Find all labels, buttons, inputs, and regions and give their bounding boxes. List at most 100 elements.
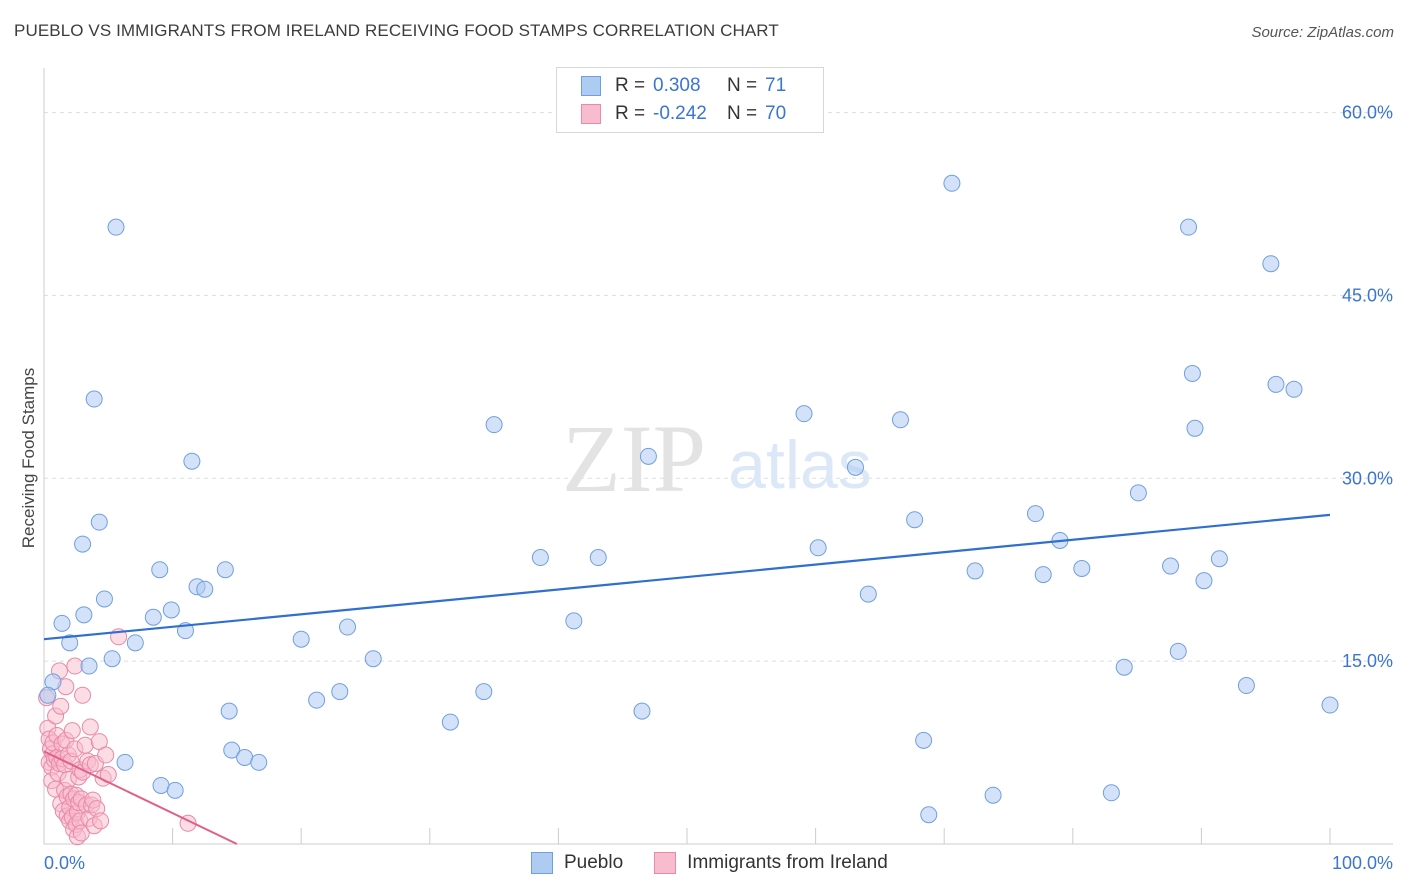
pueblo-point <box>216 561 234 579</box>
source-credit: Source: ZipAtlas.com <box>1251 24 1394 41</box>
pueblo-swatch <box>581 76 601 96</box>
pueblo-point <box>162 601 180 619</box>
pueblo-point <box>85 390 103 408</box>
pueblo-point <box>126 634 144 652</box>
pueblo-point <box>250 753 268 771</box>
pueblo-point <box>633 702 651 720</box>
pueblo-point <box>441 713 459 731</box>
n-label: N = <box>727 103 758 124</box>
pueblo-point <box>795 405 813 423</box>
ireland-point <box>81 718 99 736</box>
pueblo-point <box>364 650 382 668</box>
pueblo-point <box>53 614 71 632</box>
pueblo-point <box>183 452 201 470</box>
pueblo-point <box>915 731 933 749</box>
pueblo-point <box>531 549 549 567</box>
watermark-zip: ZIP <box>562 405 706 512</box>
pueblo-point <box>809 539 827 557</box>
ireland-point <box>72 824 90 842</box>
pueblo-point <box>1285 380 1303 398</box>
pueblo-point <box>1210 550 1228 568</box>
pueblo-point <box>75 606 93 624</box>
pueblo-point <box>236 748 254 766</box>
pueblo-point <box>292 630 310 648</box>
pueblo-point <box>223 741 241 759</box>
pueblo-point <box>39 686 57 704</box>
y-tick-label: 60.0% <box>1342 103 1393 123</box>
pueblo-point <box>846 458 864 476</box>
pueblo-point <box>1115 658 1133 676</box>
pueblo-point <box>116 753 134 771</box>
pueblo-point <box>1162 557 1180 575</box>
pueblo-point <box>1169 642 1187 660</box>
y-tick-label: 15.0% <box>1342 651 1393 671</box>
pueblo-swatch <box>531 852 553 874</box>
legend-item-ireland: Immigrants from Ireland <box>654 852 888 874</box>
pueblo-point <box>1195 572 1213 590</box>
pueblo-point <box>152 776 170 794</box>
ireland-point <box>66 657 84 675</box>
legend-row-ireland: R = -0.242 N = 70 <box>581 102 786 126</box>
n-value: 71 <box>765 75 787 96</box>
pueblo-point <box>1237 677 1255 695</box>
ireland-point <box>52 697 70 715</box>
legend-label-ireland: Immigrants from Ireland <box>687 852 888 873</box>
ireland-point <box>92 812 110 830</box>
ireland-point <box>63 722 81 740</box>
pueblo-point <box>80 657 98 675</box>
trend-lines <box>43 513 1331 845</box>
pueblo-point <box>220 702 238 720</box>
gridlines <box>44 112 1393 662</box>
axes <box>43 68 1393 845</box>
pueblo-trend-line <box>43 513 1331 641</box>
watermark: ZIP atlas <box>562 405 872 512</box>
r-label: R = <box>615 75 646 96</box>
ireland-point <box>74 686 92 704</box>
ireland-trend-line <box>43 750 238 845</box>
r-label: R = <box>615 103 646 124</box>
pueblo-point <box>331 683 349 701</box>
pueblo-point <box>1262 255 1280 273</box>
pueblo-point <box>74 535 92 553</box>
y-tick-label: 45.0% <box>1342 285 1393 305</box>
pueblo-point <box>338 618 356 636</box>
legend-label-pueblo: Pueblo <box>564 852 624 873</box>
ireland-point <box>76 736 94 754</box>
pueblo-point <box>966 562 984 580</box>
r-value: -0.242 <box>653 103 707 124</box>
pueblo-point <box>859 585 877 603</box>
pueblo-point <box>103 650 121 668</box>
ireland-swatch <box>581 104 601 124</box>
pueblo-point <box>1267 375 1285 393</box>
pueblo-point <box>90 513 108 531</box>
pueblo-point <box>565 612 583 630</box>
pueblo-point <box>1180 218 1198 236</box>
pueblo-point <box>1034 566 1052 584</box>
pueblo-point <box>144 608 162 626</box>
legend-row-pueblo: R = 0.308 N = 71 <box>581 74 786 98</box>
pueblo-point <box>639 447 657 465</box>
x-tick-label-max: 100.0% <box>1332 853 1393 873</box>
pueblo-point <box>1129 484 1147 502</box>
chart-title: PUEBLO VS IMMIGRANTS FROM IRELAND RECEIV… <box>14 21 779 40</box>
pueblo-point <box>107 218 125 236</box>
pueblo-point <box>485 416 503 434</box>
series-pueblo-points <box>39 174 1339 824</box>
pueblo-point <box>1321 696 1339 714</box>
pueblo-point <box>1183 364 1201 382</box>
correlation-legend: R = 0.308 N = 71 R = -0.242 N = 70 <box>556 67 824 133</box>
pueblo-point <box>308 691 326 709</box>
pueblo-point <box>61 634 79 652</box>
pueblo-point <box>166 781 184 799</box>
pueblo-point <box>1073 559 1091 577</box>
ireland-point <box>97 746 115 764</box>
pueblo-point <box>943 174 961 192</box>
r-value: 0.308 <box>653 75 701 96</box>
n-label: N = <box>727 75 758 96</box>
pueblo-point <box>196 580 214 598</box>
pueblo-point <box>906 511 924 529</box>
y-axis-label: Receiving Food Stamps <box>19 368 38 548</box>
x-tick-label-min: 0.0% <box>44 853 85 873</box>
ireland-swatch <box>654 852 677 874</box>
